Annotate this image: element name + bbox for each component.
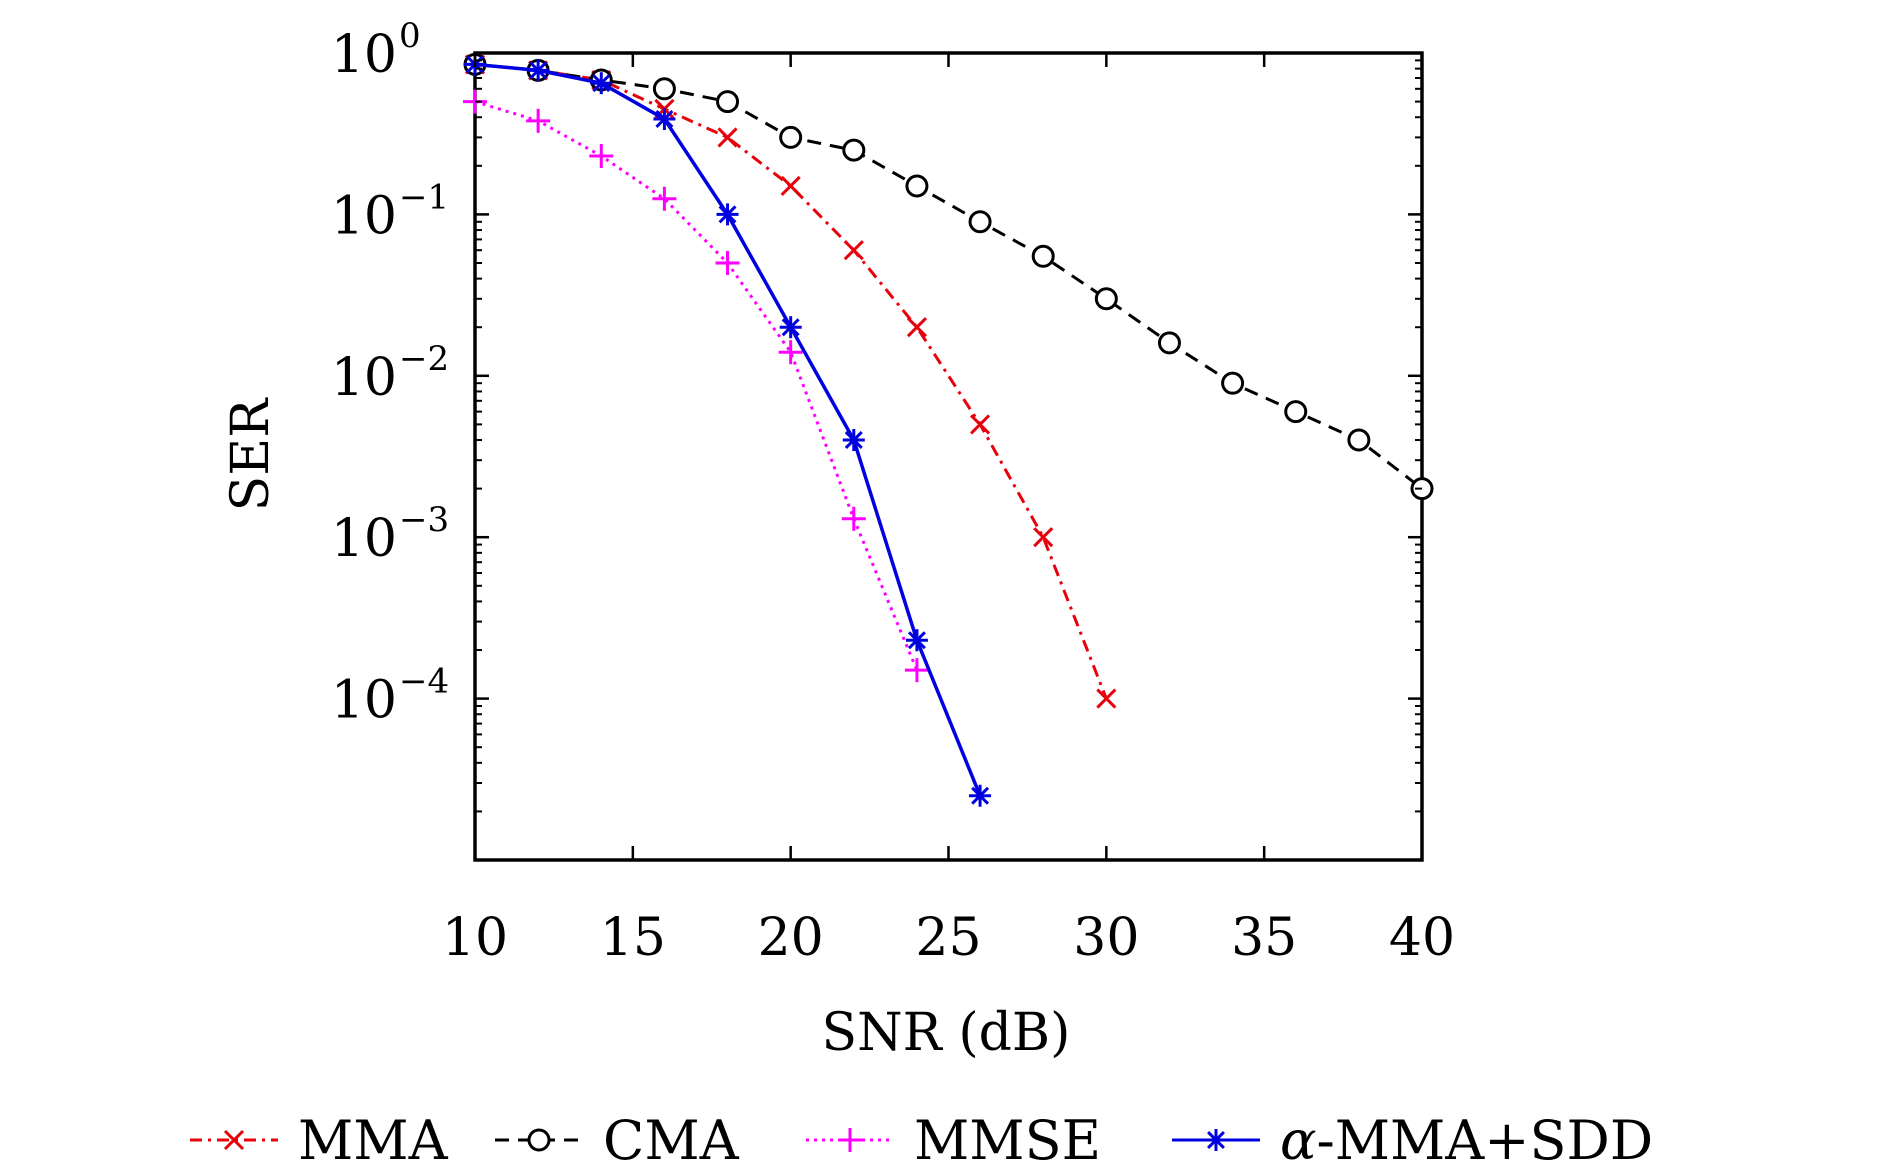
data-point: [717, 127, 738, 148]
data-point: [526, 108, 551, 133]
data-point: [1096, 688, 1117, 709]
legend-label: α-MMA+SDD: [1280, 1109, 1653, 1172]
legend-item: MMA: [190, 1109, 449, 1172]
x-axis-ticks: 10 15 20 25 30 35 40: [442, 53, 1455, 968]
y-tick-label: 10 −3: [331, 500, 449, 569]
legend-marker: [223, 1129, 245, 1151]
plot-area: [463, 51, 1434, 862]
data-point: [1033, 527, 1054, 548]
x-tick-label: 25: [915, 908, 981, 968]
y-tick-label-exponent: −1: [399, 177, 449, 217]
data-point: [1031, 244, 1055, 268]
data-point: [969, 784, 992, 807]
data-point: [904, 658, 929, 683]
series-line-cma: [474, 62, 1423, 490]
y-tick-label-base: 10: [331, 186, 397, 246]
y-tick-label: 10 −2: [331, 339, 449, 408]
y-tick-label: 10 −1: [331, 177, 449, 246]
data-point: [843, 240, 864, 261]
y-tick-label-exponent: 0: [399, 16, 421, 56]
data-point: [906, 317, 927, 338]
data-point: [653, 108, 676, 131]
x-tick-label: 30: [1073, 908, 1139, 968]
plot-frame: [473, 51, 1424, 862]
data-point: [527, 59, 550, 82]
legend-item: CMA: [495, 1109, 740, 1172]
data-point: [716, 203, 739, 226]
y-tick-label-exponent: −3: [399, 500, 449, 540]
data-point: [779, 316, 802, 339]
y-tick-label-base: 10: [331, 25, 397, 85]
y-tick-label-base: 10: [331, 671, 397, 731]
data-point: [590, 72, 613, 95]
y-tick-label: 10 0: [331, 16, 421, 85]
data-point: [1157, 331, 1181, 355]
data-point: [1094, 287, 1118, 311]
y-axis-title: SER: [221, 397, 281, 512]
y-tick-label-base: 10: [331, 348, 397, 408]
data-point: [779, 125, 803, 149]
data-point: [652, 186, 677, 211]
series-line--mma-sdd: [474, 62, 982, 797]
y-tick-label-exponent: −2: [399, 339, 449, 379]
data-point: [716, 90, 740, 114]
data-point: [968, 210, 992, 234]
data-point: [589, 144, 614, 169]
data-point: [1347, 428, 1371, 452]
data-point: [905, 629, 928, 652]
y-tick-label-exponent: −4: [399, 662, 449, 702]
data-point: [905, 174, 929, 198]
data-point: [842, 429, 865, 452]
data-point: [1221, 371, 1245, 395]
series-line-mma: [474, 62, 1108, 700]
x-tick-label: 20: [758, 908, 824, 968]
x-tick-label: 15: [600, 908, 666, 968]
data-point: [780, 175, 801, 197]
legend-item: MMSE: [806, 1109, 1101, 1172]
legend-marker: [1205, 1129, 1227, 1151]
x-tick-label: 40: [1389, 908, 1455, 968]
y-tick-label: 10 −4: [331, 662, 449, 731]
legend-label: MMSE: [914, 1109, 1101, 1172]
data-point: [1284, 400, 1308, 424]
legend: MMA CMA MMSE α-MMA+SDD: [190, 1109, 1653, 1172]
legend-marker: [527, 1128, 551, 1152]
legend-label: CMA: [603, 1109, 740, 1172]
x-tick-label: 10: [442, 908, 508, 968]
series-line-mmse: [474, 100, 919, 671]
legend-marker: [838, 1128, 862, 1152]
data-point: [652, 77, 676, 101]
data-point: [715, 250, 740, 275]
data-point: [842, 138, 866, 162]
data-point: [778, 340, 803, 365]
x-axis-title: SNR (dB): [822, 1003, 1071, 1063]
data-point: [970, 414, 991, 435]
x-tick-label: 35: [1231, 908, 1297, 968]
legend-item: α-MMA+SDD: [1172, 1109, 1653, 1172]
data-point: [841, 506, 866, 531]
y-tick-label-base: 10: [331, 509, 397, 569]
legend-label: MMA: [298, 1109, 449, 1172]
